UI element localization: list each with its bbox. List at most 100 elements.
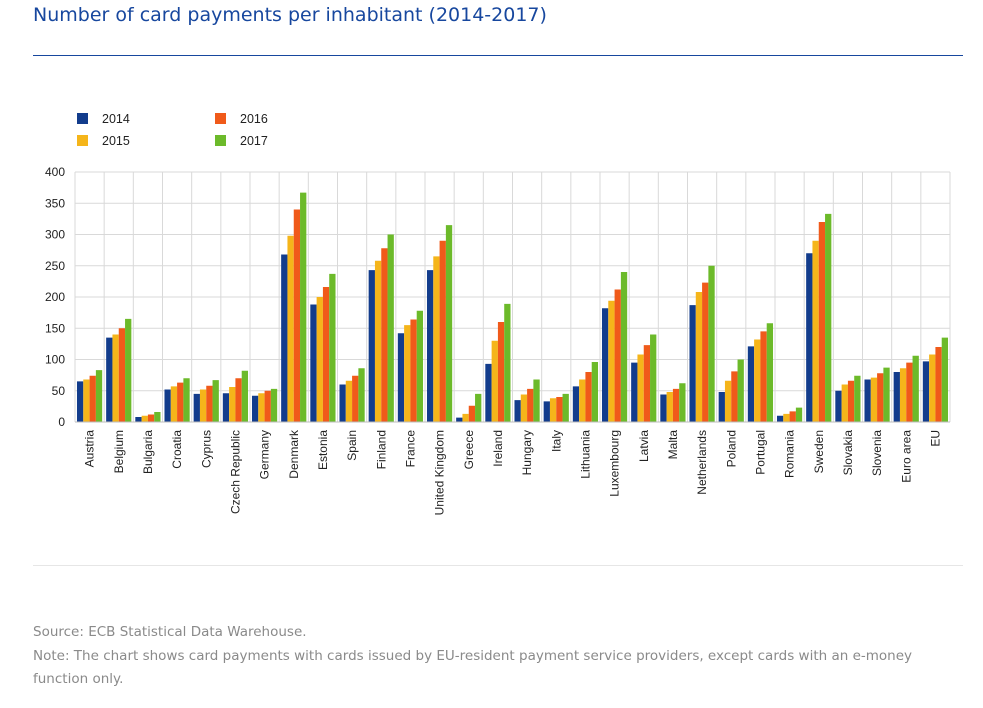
bar-2017	[154, 412, 161, 422]
chart-bottom-divider	[33, 565, 963, 566]
bar-2017	[358, 368, 365, 422]
y-tick-label: 200	[45, 290, 65, 304]
grid-lines	[74, 171, 951, 423]
bar-2014	[193, 393, 200, 422]
x-tick-label: Estonia	[316, 430, 330, 470]
legend-label-2016: 2016	[240, 112, 268, 126]
bar-2017	[504, 303, 511, 422]
bar-2014	[718, 392, 725, 422]
x-tick-label: Ireland	[491, 430, 505, 467]
bar-2017	[95, 370, 103, 422]
bar-2015	[170, 386, 178, 422]
bar-2015	[345, 380, 353, 422]
bar-2015	[520, 394, 528, 422]
bar-2014	[864, 379, 871, 422]
legend: 2014 2015 2016 2017	[77, 112, 268, 148]
x-tick-label: Poland	[724, 430, 738, 467]
bar-2014	[106, 337, 113, 422]
bar-2014	[164, 389, 171, 422]
legend-swatch-2017	[215, 135, 226, 146]
y-tick-label: 250	[45, 259, 65, 273]
bar-2015	[608, 300, 615, 422]
bar-2016	[410, 319, 417, 422]
bar-2016	[527, 388, 534, 422]
bar-2015	[724, 380, 732, 422]
bar-2014	[76, 381, 84, 422]
y-tick-label: 0	[58, 415, 65, 429]
x-tick-label: Belgium	[112, 430, 126, 473]
bar-2015	[287, 235, 294, 422]
bar-2014	[514, 400, 521, 422]
bar-2017	[883, 367, 890, 422]
bar-2014	[222, 393, 230, 422]
bar-2016	[702, 282, 709, 422]
x-tick-label: Finland	[374, 430, 388, 469]
bar-2016	[89, 375, 96, 422]
bar-2016	[556, 397, 563, 422]
footnote: Note: The chart shows card payments with…	[33, 648, 913, 687]
bar-2017	[679, 383, 686, 422]
y-tick-label: 100	[45, 353, 65, 367]
legend-swatch-2016	[215, 113, 226, 124]
y-tick-label: 400	[45, 165, 65, 179]
bar-2016	[118, 328, 126, 422]
x-tick-label: Slovakia	[841, 430, 855, 476]
x-tick-label: Germany	[258, 430, 272, 479]
bars	[76, 192, 949, 422]
bar-2014	[572, 386, 580, 422]
bar-2015	[491, 340, 498, 422]
x-tick-label: Netherlands	[695, 430, 709, 495]
bar-2014	[339, 384, 346, 422]
x-tick-label: Bulgaria	[141, 430, 155, 474]
bar-2015	[637, 354, 644, 422]
bar-2017	[825, 213, 832, 422]
bar-2015	[141, 415, 148, 422]
bar-2017	[708, 265, 715, 422]
bar-2014	[456, 417, 463, 422]
bar-2016	[381, 248, 388, 422]
bar-2015	[229, 387, 236, 422]
bar-2017	[795, 407, 803, 422]
bar-2017	[416, 310, 424, 422]
bar-2017	[475, 393, 482, 422]
bar-2014	[660, 394, 667, 422]
bar-2014	[601, 308, 609, 422]
bar-2017	[125, 318, 132, 422]
bar-2016	[935, 347, 942, 422]
bar-2015	[579, 379, 586, 422]
bar-2014	[922, 361, 930, 422]
bar-2017	[300, 192, 307, 422]
bar-2017	[387, 234, 394, 422]
x-tick-label: Euro area	[899, 430, 913, 483]
legend-label-2014: 2014	[102, 112, 130, 126]
bar-2017	[212, 380, 219, 422]
bar-2014	[310, 304, 317, 422]
legend-swatch-2014	[77, 113, 88, 124]
bar-2017	[533, 379, 540, 422]
y-tick-label: 150	[45, 321, 65, 335]
x-tick-label: France	[403, 430, 417, 468]
bar-2016	[672, 388, 680, 422]
x-tick-label: Latvia	[637, 430, 651, 462]
bar-2016	[789, 411, 796, 422]
bar-2015	[754, 339, 761, 422]
bar-2017	[591, 362, 599, 422]
bar-2016	[731, 371, 738, 422]
x-tick-label: United Kingdom	[433, 430, 447, 515]
bar-2016	[877, 373, 884, 422]
bar-2017	[912, 355, 919, 422]
x-tick-label: Italy	[549, 430, 563, 452]
bar-2016	[322, 287, 330, 422]
bar-2016	[643, 345, 651, 422]
axes: 0 50 100 150 200 250 300 350 400 Austria Belgium Bu…	[45, 165, 950, 515]
bar-2017	[183, 378, 190, 422]
bar-2015	[258, 393, 265, 422]
bar-2015	[812, 240, 819, 422]
bar-2017	[329, 273, 336, 422]
bar-2014	[135, 417, 142, 422]
bar-2017	[766, 323, 774, 422]
x-tick-label: Spain	[345, 430, 359, 461]
x-tick-label: Croatia	[170, 430, 184, 469]
bar-2016	[614, 289, 621, 422]
x-tick-label: Denmark	[287, 429, 301, 479]
